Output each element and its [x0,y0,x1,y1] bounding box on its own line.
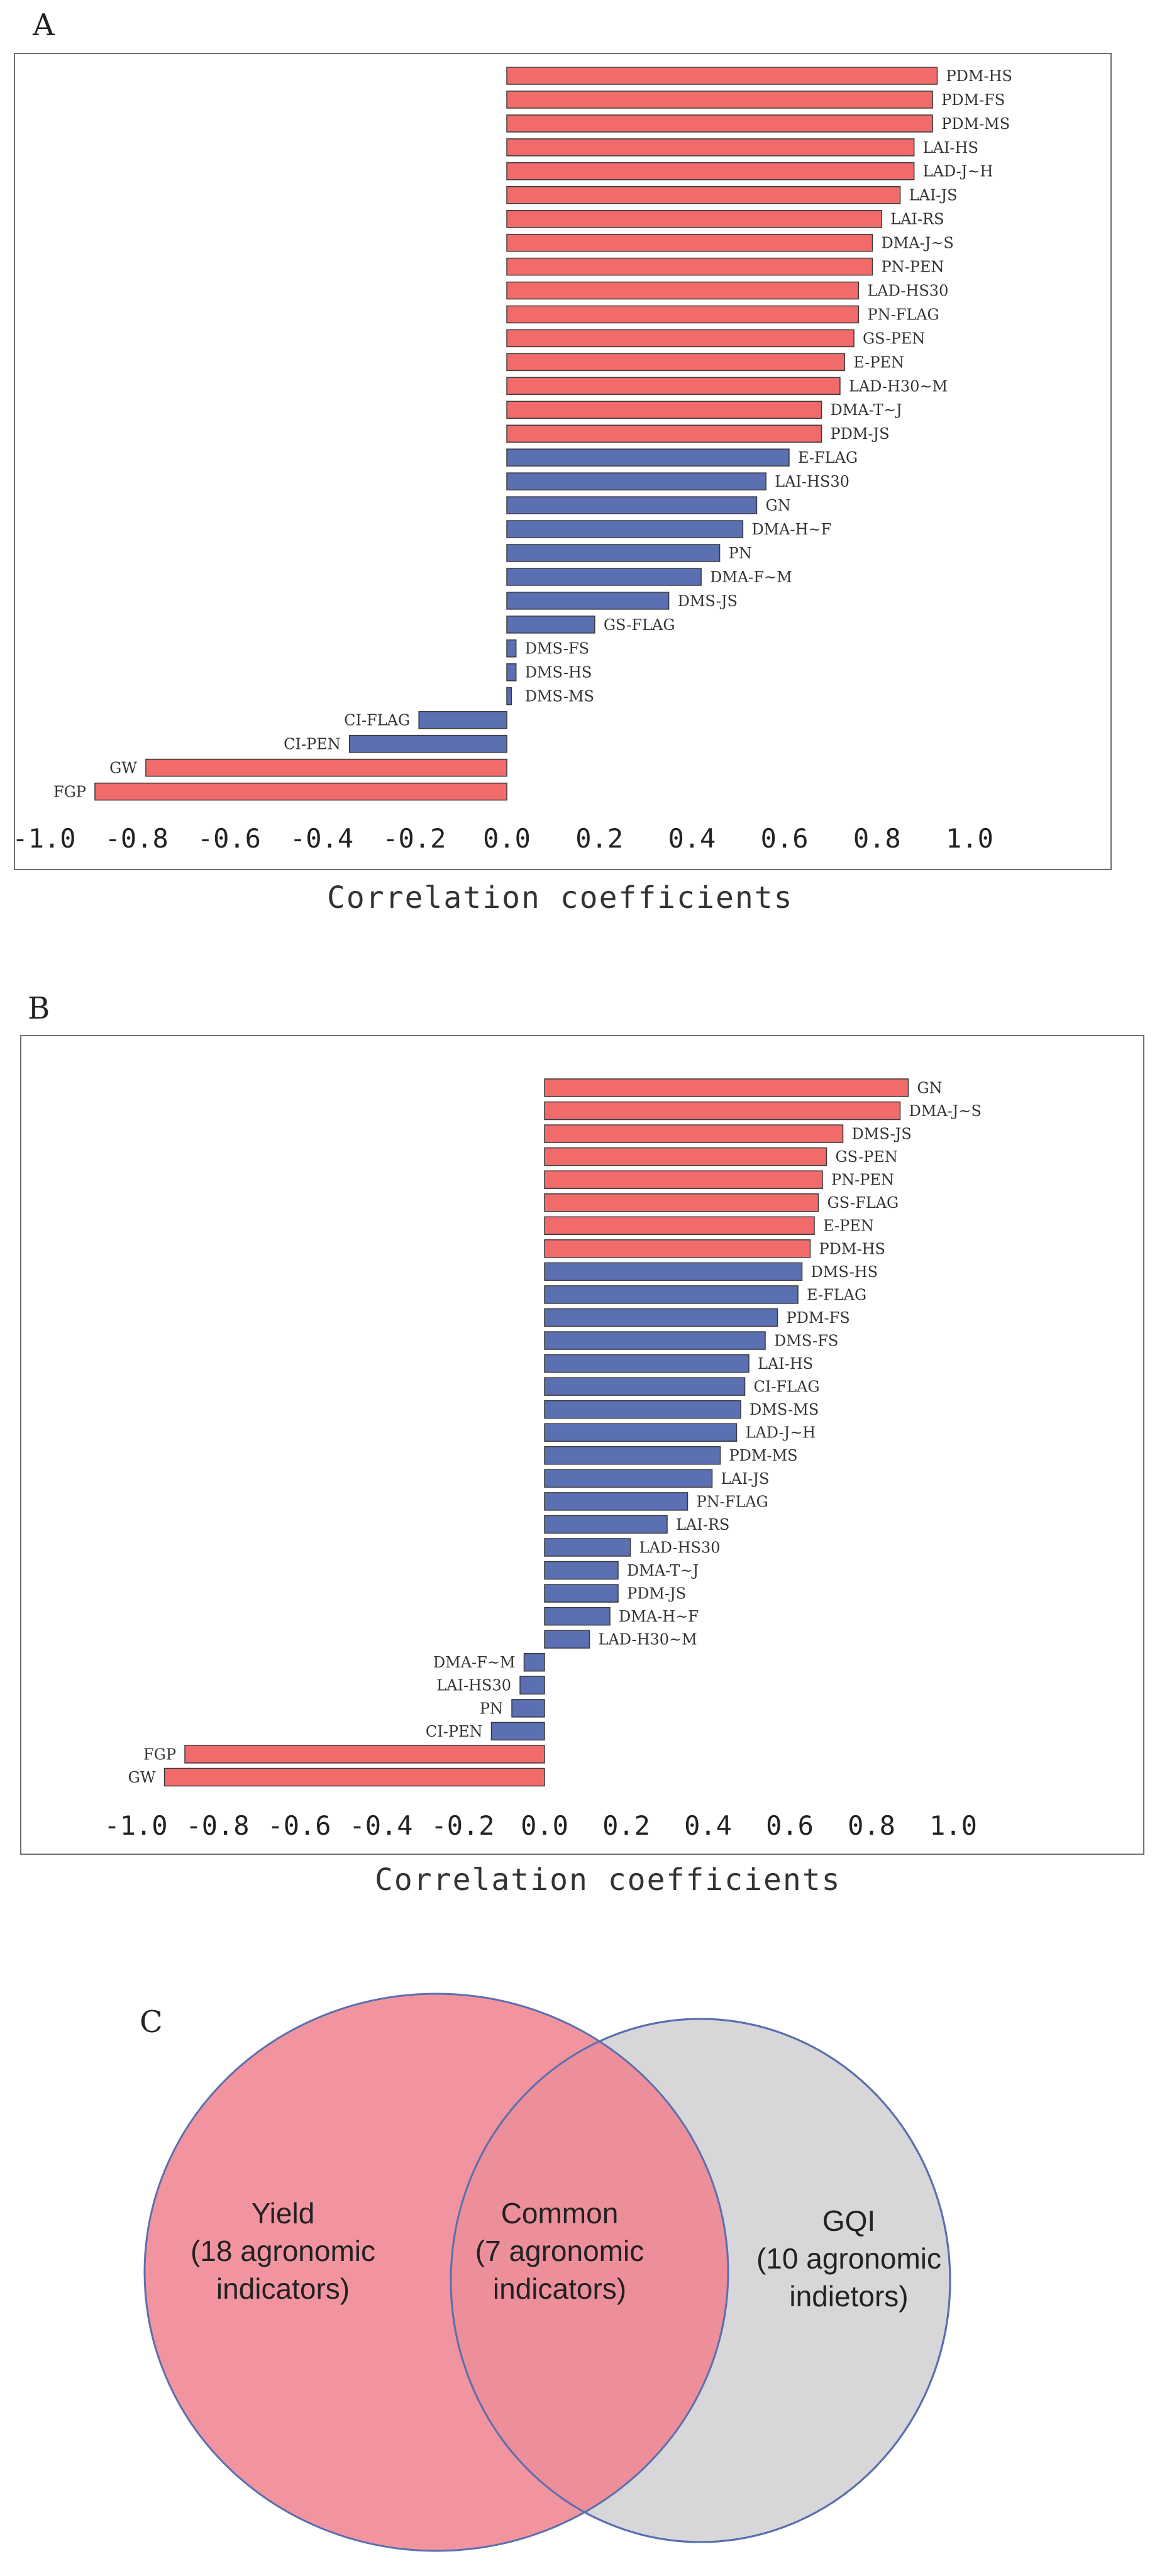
venn-right-line-2: (10 agronomic [756,2242,942,2275]
venn-right-label: GQI (10 agronomic indietors) [729,2202,968,2315]
panel-a-letter: A [33,8,55,43]
venn-right-line-3: indietors) [789,2280,909,2313]
venn-center-line-2: (7 agronomic [475,2235,645,2267]
venn-center-line-3: indicators) [492,2272,627,2305]
chart-a-xlabel: Correlation coefficients [327,880,794,915]
venn-left-line-2: (18 agronomic [190,2235,376,2267]
venn-left-line-3: indicators) [216,2272,350,2305]
venn-left-line-1: Yield [251,2197,315,2230]
venn-center-label: Common (7 agronomic indicators) [446,2194,673,2308]
venn-left-label: Yield (18 agronomic indicators) [170,2194,396,2308]
panel-b-letter: B [28,991,50,1026]
chart-b-xlabel: Correlation coefficients [375,1862,841,1898]
chart-b-frame [20,1035,1144,1855]
venn-right-line-1: GQI [822,2204,876,2237]
panel-c-letter: C [140,2004,163,2040]
chart-a-frame [14,53,1112,870]
venn-center-line-1: Common [501,2197,619,2230]
